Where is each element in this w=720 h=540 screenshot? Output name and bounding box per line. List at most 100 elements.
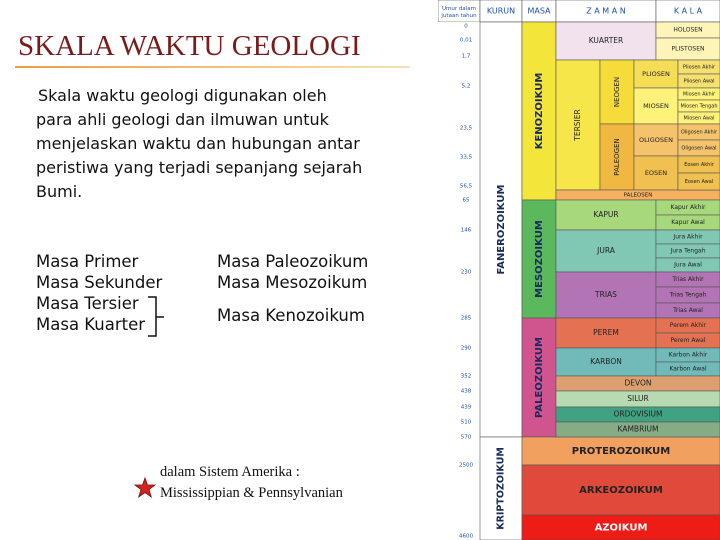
cell-label: KAPUR <box>593 210 618 219</box>
cell <box>633 59 679 89</box>
list-item: Masa Paleozoikum <box>217 252 369 271</box>
cell-label: Jura Akhir <box>672 234 703 241</box>
age-label: 23,5 <box>460 126 473 132</box>
cell <box>555 59 601 191</box>
age-label: 570 <box>461 435 472 441</box>
list-item: Masa Kenozoikum <box>217 306 365 325</box>
cell-label: AZOIKUM <box>595 523 648 534</box>
cell <box>599 123 635 191</box>
cell-label: PEREM <box>593 328 619 337</box>
cell <box>555 421 720 438</box>
cell-label: MIOSEN <box>643 102 669 110</box>
age-label: 146 <box>461 228 472 234</box>
paragraph-line: menjelaskan waktu dan hubungan antar <box>36 134 360 153</box>
cell-label: Eosen Akhir <box>684 162 715 168</box>
cell <box>555 317 657 349</box>
cell <box>521 199 557 319</box>
paragraph-line: peristiwa yang terjadi sepanjang sejarah <box>36 158 363 177</box>
cell <box>633 87 679 125</box>
paragraph-line: Skala waktu geologi digunakan oleh <box>38 86 327 105</box>
cell-label: PALEOSEN <box>624 193 653 199</box>
cell-label: Miosen Awal <box>684 116 715 122</box>
age-label: 438 <box>461 389 472 395</box>
paragraph-line: para ahli geologi dan ilmuwan untuk <box>36 110 329 129</box>
list-item: Masa Kuarter <box>36 315 146 334</box>
header-label: Umur dalam jutaan tahun <box>440 6 477 19</box>
bracket <box>148 296 157 337</box>
cell-label: Z A M A N <box>586 7 626 16</box>
cell-label: Miosen Tengah <box>680 104 717 110</box>
cell-label: FANEROZOIKUM <box>496 184 507 274</box>
note-line: dalam Sistem Amerika : <box>160 464 300 480</box>
age-label: 1,7 <box>462 54 471 60</box>
cell <box>677 172 720 191</box>
cell-label: NEOGEN <box>613 77 621 107</box>
age-label: 510 <box>461 420 472 426</box>
cell-label: TERSIER <box>573 109 582 141</box>
cell-label: DEVON <box>624 379 651 388</box>
cell-label: Oligosen Akhir <box>681 130 718 136</box>
cell-label: Miosen Akhir <box>683 92 716 98</box>
cell-label: Pliosen Awal <box>683 79 714 85</box>
cell-label: KRIPTOZOIKUM <box>496 447 507 530</box>
age-label: 5,2 <box>462 84 471 90</box>
cell-label: Perem Awal <box>671 337 706 344</box>
cell-label: Pliosen Akhir <box>683 65 716 71</box>
cell-label: PLIOSEN <box>642 70 670 78</box>
age-label: 230 <box>461 270 472 276</box>
age-column <box>438 22 480 540</box>
cell-label: Perem Akhir <box>670 322 707 329</box>
cell-label: PALEOZOIKUM <box>534 337 545 418</box>
cell-label: KENOZOIKUM <box>534 73 545 150</box>
cell <box>521 464 720 516</box>
cell-label: Jura Tengah <box>669 248 705 255</box>
cell-label: Eosen Awal <box>685 179 713 185</box>
cell-label: MASA <box>527 7 551 16</box>
geologic-time-scale: Umur dalam jutaan tahun KURUN MASA Z A M A N… <box>438 0 720 540</box>
age-label: 0,01 <box>460 38 472 44</box>
cell-label: SILUR <box>627 394 648 403</box>
cell-label: Kapur Akhir <box>670 204 706 211</box>
cell-label: Trias Tengah <box>668 292 706 299</box>
cell-label: MESOZOIKUM <box>534 220 545 298</box>
cell-label: PALEOGEN <box>613 138 621 175</box>
paragraph-line: Bumi. <box>36 182 83 201</box>
cell-label: KARBON <box>590 357 622 366</box>
cell-label: ARKEOZOIKUM <box>579 485 663 496</box>
cell-label: PLISTOSEN <box>671 46 704 53</box>
list-item: Masa Mesozoikum <box>217 273 368 292</box>
cell-label: K A L A <box>674 7 703 16</box>
age-label: 4600 <box>459 534 473 540</box>
list-item: Masa Primer <box>36 252 139 271</box>
cell-label: KURUN <box>487 7 515 16</box>
cell <box>633 123 679 157</box>
list-item: Masa Tersier <box>36 294 139 313</box>
cell-label: OLIGOSEN <box>639 136 673 144</box>
cell-label: KUARTER <box>589 36 624 45</box>
star-icon <box>133 476 157 499</box>
cell <box>479 436 523 540</box>
cell-label: JURA <box>596 246 616 255</box>
cell <box>599 59 635 125</box>
age-label: 65 <box>463 198 470 204</box>
age-label: 439 <box>461 405 472 411</box>
cell-label: EOSEN <box>645 169 667 177</box>
cell <box>555 199 657 231</box>
cell-label: Jura Awal <box>673 262 702 269</box>
age-label: 0 <box>464 24 468 30</box>
cell <box>521 436 720 466</box>
cell-label: Oligosen Awal <box>681 146 716 152</box>
cell-label: HOLOSEN <box>673 27 702 34</box>
cell <box>521 21 557 201</box>
age-label: 2500 <box>459 463 473 469</box>
cell-label: Trias Awal <box>672 307 703 314</box>
cell <box>521 514 720 540</box>
age-label: 56,5 <box>460 184 473 190</box>
cell <box>555 229 657 273</box>
age-label: 352 <box>461 374 472 380</box>
cell-label: Karbon Akhir <box>669 352 708 359</box>
cell-label: PROTEROZOIKUM <box>572 446 671 457</box>
cell-label: TRIAS <box>594 290 617 299</box>
cell-label: Kapur Awal <box>671 219 705 226</box>
